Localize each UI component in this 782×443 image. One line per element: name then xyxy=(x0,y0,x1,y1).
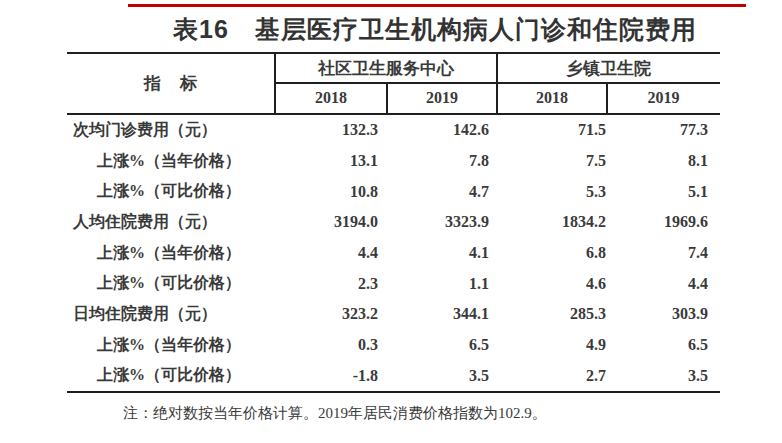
value-cell: 132.3 xyxy=(275,121,387,139)
value-cell: 10.8 xyxy=(275,183,387,201)
row-label: 次均门诊费用（元） xyxy=(67,120,275,141)
table-row: 上涨%（当年价格） 13.1 7.8 7.5 8.1 xyxy=(67,146,720,177)
group-header-township: 乡镇卫生院 xyxy=(497,54,720,82)
header-divider-groups xyxy=(496,54,498,113)
table-row: 上涨%（可比价格） -1.8 3.5 2.7 3.5 xyxy=(67,360,720,391)
header-divider-township-years xyxy=(606,82,608,113)
value-cell: 8.1 xyxy=(607,152,720,170)
value-cell: 5.1 xyxy=(607,183,720,201)
value-cell: 2.7 xyxy=(497,367,607,385)
value-cell: 5.3 xyxy=(497,183,607,201)
page: 表16 基层医疗卫生机构病人门诊和住院费用 指 标 社区卫生服务中心 乡镇卫生院… xyxy=(0,0,782,443)
value-cell: 3.5 xyxy=(387,367,497,385)
value-cell: 4.4 xyxy=(607,275,720,293)
value-cell: 285.3 xyxy=(497,305,607,323)
value-cell: 13.1 xyxy=(275,152,387,170)
value-cell: 4.4 xyxy=(275,244,387,262)
row-label: 上涨%（当年价格） xyxy=(67,151,275,172)
value-cell: 142.6 xyxy=(387,121,497,139)
table-body: 次均门诊费用（元） 132.3 142.6 71.5 77.3 上涨%（当年价格… xyxy=(67,115,720,393)
value-cell: 323.2 xyxy=(275,305,387,323)
table-row: 上涨%（可比价格） 2.3 1.1 4.6 4.4 xyxy=(67,268,720,299)
value-cell: 1969.6 xyxy=(607,213,720,231)
value-cell: 303.9 xyxy=(607,305,720,323)
value-cell: 4.6 xyxy=(497,275,607,293)
year-header-community-2018: 2018 xyxy=(275,82,387,113)
group-underline xyxy=(275,82,720,84)
value-cell: 7.5 xyxy=(497,152,607,170)
value-cell: 1.1 xyxy=(387,275,497,293)
table-row: 次均门诊费用（元） 132.3 142.6 71.5 77.3 xyxy=(67,115,720,146)
group-header-community: 社区卫生服务中心 xyxy=(275,54,497,82)
footnote: 注：绝对数按当年价格计算。2019年居民消费价格指数为102.9。 xyxy=(123,404,547,423)
year-header-township-2019: 2019 xyxy=(607,82,720,113)
indicator-header: 指 标 xyxy=(67,54,275,113)
value-cell: 7.4 xyxy=(607,244,720,262)
value-cell: 6.5 xyxy=(387,336,497,354)
value-cell: 4.9 xyxy=(497,336,607,354)
value-cell: 1834.2 xyxy=(497,213,607,231)
table-header: 指 标 社区卫生服务中心 乡镇卫生院 2018 2019 2018 2019 xyxy=(67,52,720,115)
row-label: 上涨%（当年价格） xyxy=(67,243,275,264)
table-row: 上涨%（当年价格） 0.3 6.5 4.9 6.5 xyxy=(67,330,720,361)
value-cell: 2.3 xyxy=(275,275,387,293)
table-row: 日均住院费用（元） 323.2 344.1 285.3 303.9 xyxy=(67,299,720,330)
value-cell: 77.3 xyxy=(607,121,720,139)
value-cell: 3.5 xyxy=(607,367,720,385)
value-cell: 6.8 xyxy=(497,244,607,262)
value-cell: 6.5 xyxy=(607,336,720,354)
table-title: 表16 基层医疗卫生机构病人门诊和住院费用 xyxy=(88,13,782,46)
row-label: 上涨%（当年价格） xyxy=(67,335,275,356)
row-label: 人均住院费用（元） xyxy=(67,212,275,233)
top-red-rule xyxy=(128,4,746,7)
value-cell: -1.8 xyxy=(275,367,387,385)
value-cell: 3323.9 xyxy=(387,213,497,231)
value-cell: 71.5 xyxy=(497,121,607,139)
header-divider-indicator xyxy=(274,54,276,113)
value-cell: 0.3 xyxy=(275,336,387,354)
row-label: 上涨%（可比价格） xyxy=(67,181,275,202)
year-header-community-2019: 2019 xyxy=(387,82,497,113)
value-cell: 4.1 xyxy=(387,244,497,262)
row-label: 上涨%（可比价格） xyxy=(67,273,275,294)
header-divider-community-years xyxy=(386,82,388,113)
row-label: 日均住院费用（元） xyxy=(67,304,275,325)
table-row: 上涨%（可比价格） 10.8 4.7 5.3 5.1 xyxy=(67,176,720,207)
row-label: 上涨%（可比价格） xyxy=(67,365,275,386)
value-cell: 4.7 xyxy=(387,183,497,201)
value-cell: 3194.0 xyxy=(275,213,387,231)
year-header-township-2018: 2018 xyxy=(497,82,607,113)
statistics-table: 指 标 社区卫生服务中心 乡镇卫生院 2018 2019 2018 2019 次… xyxy=(67,52,720,393)
table-row: 人均住院费用（元） 3194.0 3323.9 1834.2 1969.6 xyxy=(67,207,720,238)
value-cell: 7.8 xyxy=(387,152,497,170)
value-cell: 344.1 xyxy=(387,305,497,323)
table-row: 上涨%（当年价格） 4.4 4.1 6.8 7.4 xyxy=(67,238,720,269)
